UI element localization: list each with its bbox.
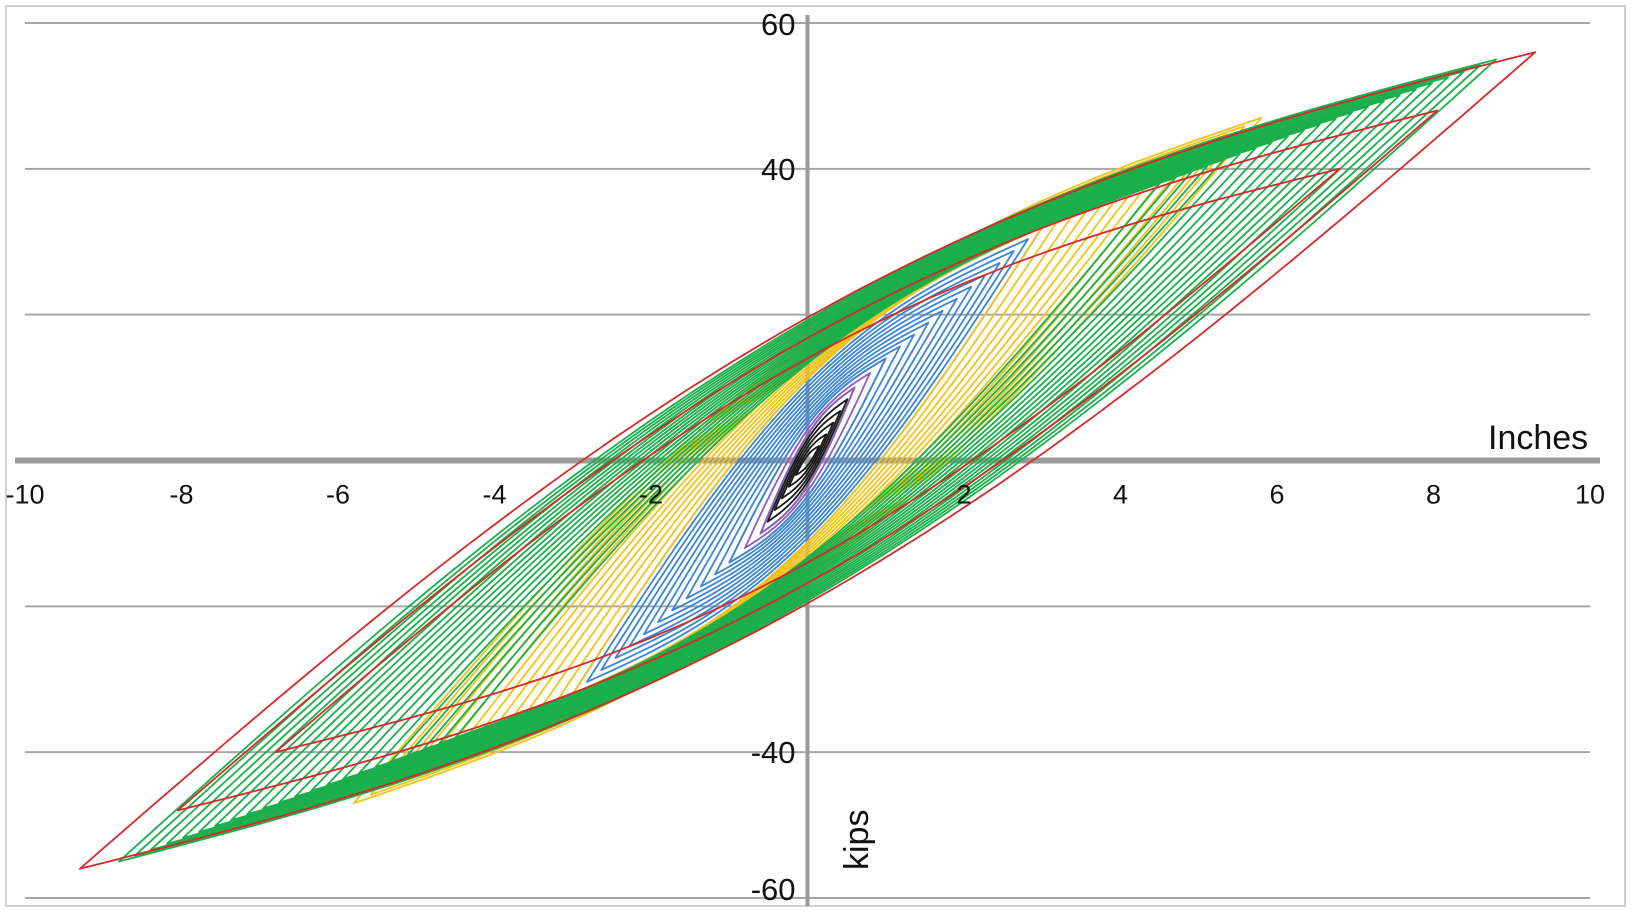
hysteresis-loop-black <box>773 410 842 511</box>
x-tick-label: -8 <box>169 480 193 510</box>
hysteresis-loop-blue <box>728 357 887 564</box>
hysteresis-loop-green <box>214 94 1401 827</box>
hysteresis-loop-black <box>787 433 828 488</box>
hysteresis-loop-green <box>166 76 1449 845</box>
x-tick-label: 8 <box>1426 480 1441 510</box>
hysteresis-loop-blue <box>657 297 958 624</box>
hysteresis-loop-green <box>342 141 1273 780</box>
hysteresis-loop-blue <box>614 262 1001 659</box>
x-tick-label: -4 <box>482 480 506 510</box>
x-tick-label: 6 <box>1269 480 1284 510</box>
hysteresis-loop-black <box>766 398 849 523</box>
hysteresis-loop-green <box>278 117 1337 804</box>
hysteresis-loop-green <box>230 99 1385 822</box>
hysteresis-loop-blue <box>600 250 1015 671</box>
hysteresis-loop-blue <box>714 345 901 576</box>
hysteresis-loop-black <box>794 445 821 476</box>
axes <box>15 15 1600 906</box>
hysteresis-loop-green <box>246 105 1369 816</box>
hysteresis-loop-green <box>326 135 1289 786</box>
hysteresis-loop-blue <box>671 309 944 612</box>
hysteresis-loop-green <box>294 123 1321 798</box>
hysteresis-loop-green <box>198 88 1417 833</box>
x-axis-title: Inches <box>1488 419 1588 457</box>
y-tick-label: -40 <box>751 735 796 770</box>
hysteresis-loop-green <box>182 82 1433 839</box>
hysteresis-loop-blue <box>699 333 916 588</box>
tick-labels: -10 -8 -6 -4 -2 2 4 6 8 10 60 40 -40 -60 <box>5 7 1605 907</box>
hysteresis-loop-red <box>274 167 1341 754</box>
x-tick-label: 10 <box>1575 480 1605 510</box>
y-tick-label: 40 <box>761 152 795 187</box>
hysteresis-loop-blue <box>685 321 930 600</box>
hysteresis-loop-green <box>310 129 1305 792</box>
hysteresis-loop-red <box>176 109 1439 812</box>
x-tick-label: -2 <box>639 480 663 510</box>
x-tick-label: 4 <box>1113 480 1128 510</box>
y-tick-label: -60 <box>751 872 796 907</box>
hysteresis-loop-purple <box>744 372 871 549</box>
hysteresis-loop-blue <box>643 285 972 636</box>
hysteresis-loop-green <box>262 111 1353 810</box>
x-tick-label: 2 <box>956 480 971 510</box>
y-tick-label: 60 <box>761 7 795 42</box>
x-tick-label: -6 <box>326 480 350 510</box>
y-axis-title: kips <box>838 810 876 870</box>
x-tick-label: -10 <box>5 480 44 510</box>
series-layer <box>78 51 1537 870</box>
hysteresis-loop-green <box>150 70 1465 851</box>
hysteresis-loop-red <box>78 51 1537 870</box>
hysteresis-loop-purple <box>759 386 856 535</box>
hysteresis-loop-black <box>780 421 835 500</box>
